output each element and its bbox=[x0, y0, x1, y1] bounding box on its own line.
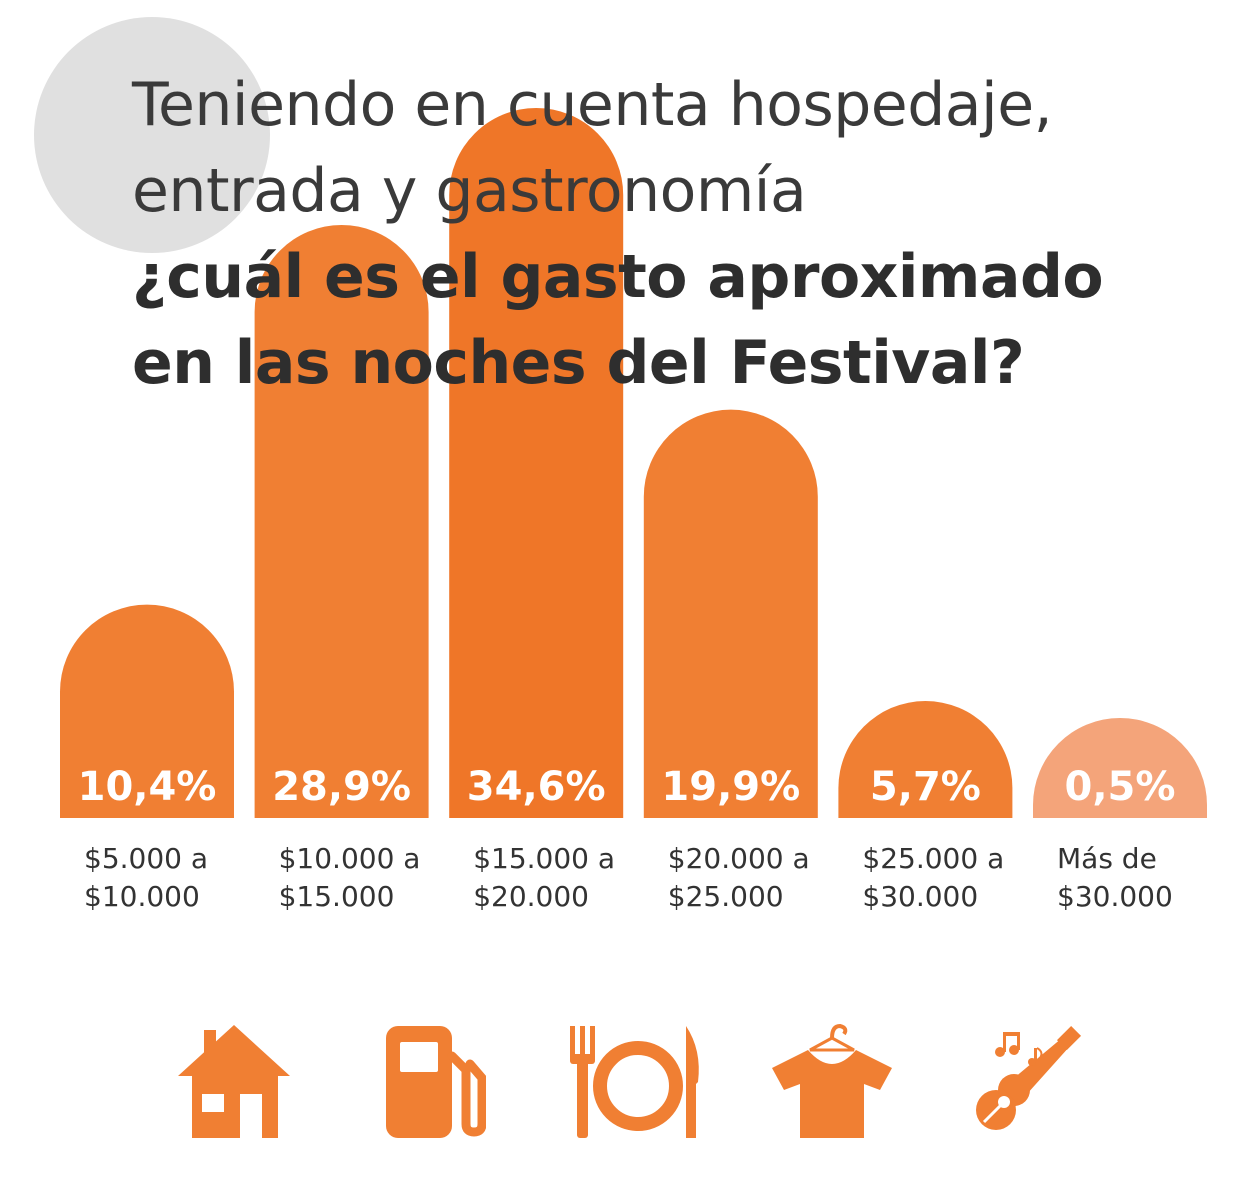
category-label-4-line-2: $25.000 bbox=[668, 880, 784, 913]
decorative-circle bbox=[34, 17, 270, 253]
fuel-pump-icon bbox=[386, 1026, 486, 1138]
title-line-3: ¿cuál es el gasto aproximado bbox=[132, 242, 1104, 312]
title-line-2: entrada y gastronomía bbox=[132, 156, 807, 226]
house-icon bbox=[178, 1025, 290, 1138]
data-label-3: 34,6% bbox=[467, 764, 606, 810]
bar-5 bbox=[838, 701, 1013, 818]
category-label-1-line-2: $10.000 bbox=[84, 880, 200, 913]
category-label-3-line-1: $15.000 a bbox=[473, 842, 615, 875]
category-label-6-line-1: Más de bbox=[1057, 842, 1157, 875]
bar-6 bbox=[1033, 718, 1207, 818]
data-label-4: 19,9% bbox=[661, 764, 800, 810]
category-label-1-line-1: $5.000 a bbox=[84, 842, 208, 875]
bar-4 bbox=[643, 409, 818, 818]
title-line-1: Teniendo en cuenta hospedaje, bbox=[132, 70, 1053, 140]
bar-3 bbox=[449, 107, 624, 818]
icons-row bbox=[0, 1020, 1246, 1150]
data-label-2: 28,9% bbox=[272, 764, 411, 810]
category-label-3-line-2: $20.000 bbox=[473, 880, 589, 913]
bar-chart: 10,4% $5.000 a $10.000 28,9% $10.000 a $15.00… bbox=[60, 107, 1207, 913]
guitar-music-icon bbox=[976, 1025, 1082, 1130]
tshirt-on-hanger-icon bbox=[772, 1023, 892, 1138]
category-label-5-line-2: $30.000 bbox=[862, 880, 978, 913]
category-label-4-line-1: $20.000 a bbox=[668, 842, 810, 875]
data-label-6: 0,5% bbox=[1065, 764, 1176, 810]
title-line-4: en las noches del Festival? bbox=[132, 328, 1025, 398]
chart-title: Teniendo en cuenta hospedaje, entrada y … bbox=[132, 62, 1104, 406]
category-label-5-line-1: $25.000 a bbox=[862, 842, 1004, 875]
data-label-5: 5,7% bbox=[870, 764, 981, 810]
category-label-6-line-2: $30.000 bbox=[1057, 880, 1173, 913]
category-label-2-line-1: $10.000 a bbox=[279, 842, 421, 875]
bar-2 bbox=[254, 224, 429, 819]
category-label-2-line-2: $15.000 bbox=[279, 880, 395, 913]
fork-plate-knife-icon bbox=[570, 1026, 699, 1138]
data-label-1: 10,4% bbox=[78, 764, 217, 810]
bar-1 bbox=[60, 604, 234, 818]
